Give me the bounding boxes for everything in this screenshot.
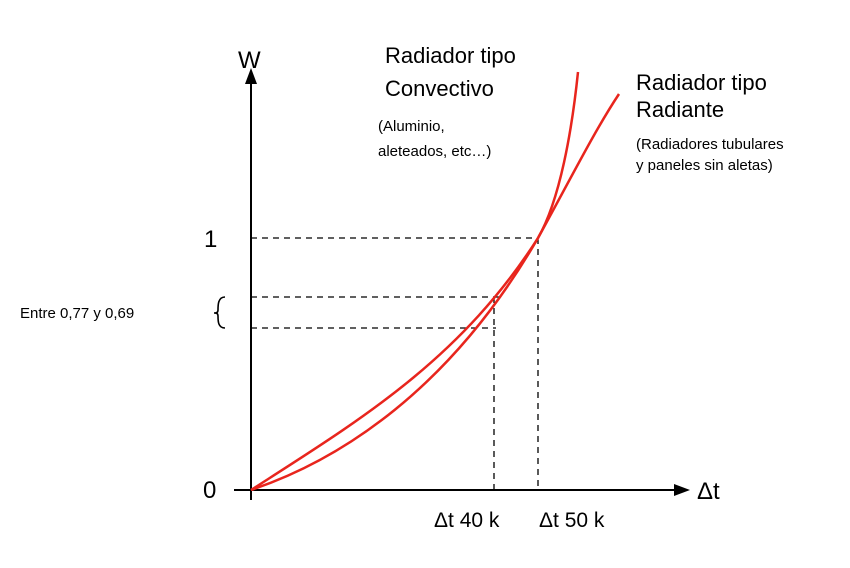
convectivo-title-line2: Convectivo xyxy=(385,76,494,101)
x-axis-arrow-icon xyxy=(674,484,690,496)
radiante-title-line2: Radiante xyxy=(636,97,724,122)
curve-convectivo xyxy=(250,71,580,492)
convectivo-title-line1: Radiador tipo xyxy=(385,43,516,68)
y-tick-zero: 0 xyxy=(203,477,216,504)
radiante-title-line1: Radiador tipo xyxy=(636,70,767,95)
y-tick-one: 1 xyxy=(204,226,217,253)
radiante-note-line2: y paneles sin aletas) xyxy=(636,157,773,174)
convectivo-note-line1: (Aluminio, xyxy=(378,118,445,135)
y-axis-arrow-icon xyxy=(245,68,257,84)
x-axis-label: Δt xyxy=(697,478,720,505)
y-axis-label: W xyxy=(238,47,261,74)
x-tick-dt-50: Δt 50 k xyxy=(539,509,605,532)
dashed-guides xyxy=(251,237,539,490)
radiante-note-line1: (Radiadores tubulares xyxy=(636,136,784,153)
range-label: Entre 0,77 y 0,69 xyxy=(20,305,134,322)
convectivo-note-line2: aleteados, etc…) xyxy=(378,143,491,160)
x-tick-dt-40: Δt 40 k xyxy=(434,509,500,532)
range-brace-icon xyxy=(213,296,226,329)
curve-radiante xyxy=(250,93,621,492)
